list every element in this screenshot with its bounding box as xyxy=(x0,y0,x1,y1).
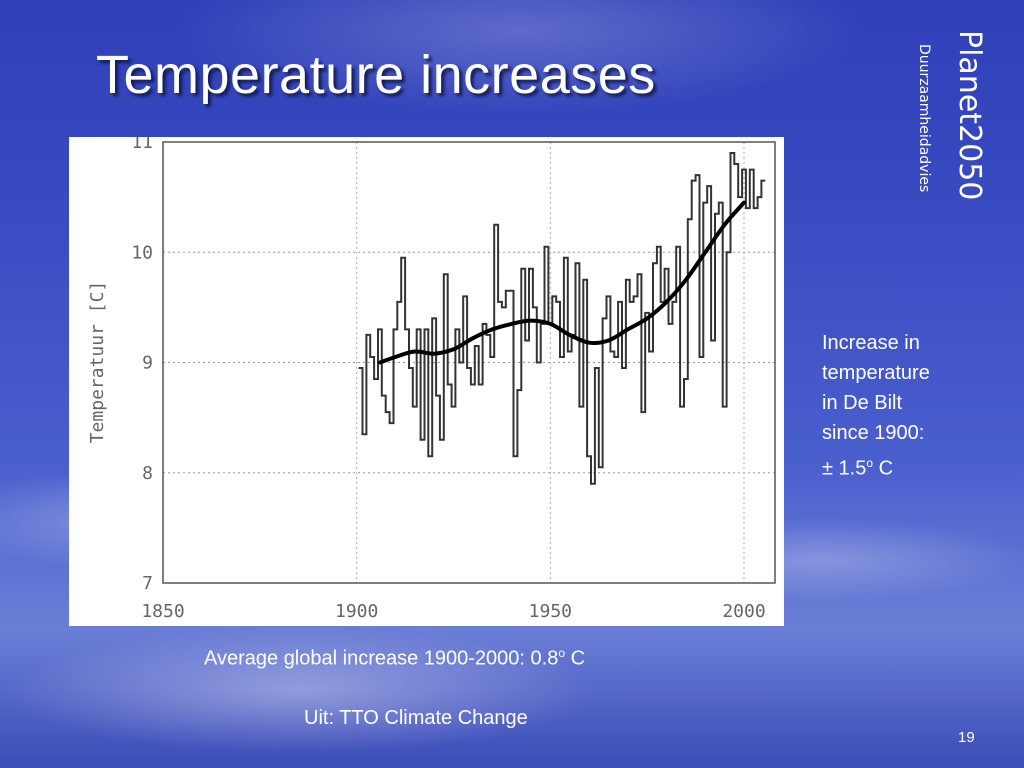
y-tick-label: 11 xyxy=(131,137,153,153)
note-line: ± 1.5o C xyxy=(822,448,992,484)
temperature-chart: 7 8 9 10 11 1850 1900 1950 2000 Temperatuur [C] xyxy=(69,132,784,626)
chart-svg: 7 8 9 10 11 1850 1900 1950 2000 Temperatuur [C] xyxy=(87,132,776,622)
slide-title: Temperature increases xyxy=(96,45,656,105)
degree-sup: o xyxy=(558,646,566,660)
series-annual-temperature xyxy=(358,152,766,485)
y-tick-label: 8 xyxy=(142,463,153,484)
caption-text: Average global increase 1900-2000: 0.8 xyxy=(204,647,559,670)
plot-frame xyxy=(162,141,776,584)
series-smoothed-trend xyxy=(377,200,746,365)
y-tick-label: 7 xyxy=(142,573,153,594)
y-tick-label: 9 xyxy=(142,353,153,374)
y-tick-label: 10 xyxy=(131,242,153,263)
x-tick-label: 1900 xyxy=(335,601,378,622)
note-value: ± 1.5 xyxy=(822,457,867,480)
note-line: in De Bilt xyxy=(822,392,903,414)
slide-number: 19 xyxy=(958,729,975,746)
degree-sup: o xyxy=(866,456,874,470)
source-credit: Uit: TTO Climate Change xyxy=(304,707,528,729)
brand-logo: Planet2050 Duurzaamheidadvies xyxy=(916,30,992,250)
caption-unit: C xyxy=(565,647,586,670)
x-tick-label: 1850 xyxy=(141,601,184,622)
note-line: Increase in xyxy=(822,332,920,354)
y-axis-label: Temperatuur [C] xyxy=(87,281,108,444)
brand-tagline: Duurzaamheidadvies xyxy=(916,44,932,193)
note-unit: C xyxy=(873,457,894,480)
brand-name: Planet2050 xyxy=(952,30,987,201)
global-increase-caption: Average global increase 1900-2000: 0.8o … xyxy=(204,646,585,671)
x-tick-label: 1950 xyxy=(529,601,572,622)
axis-ticks: 7 8 9 10 11 1850 1900 1950 2000 xyxy=(131,132,765,622)
note-line: temperature xyxy=(822,362,930,384)
note-line: since 1900: xyxy=(822,422,925,444)
x-tick-label: 2000 xyxy=(722,601,765,622)
chart-grid xyxy=(163,142,775,583)
de-bilt-note: Increase in temperature in De Bilt since… xyxy=(822,328,992,484)
